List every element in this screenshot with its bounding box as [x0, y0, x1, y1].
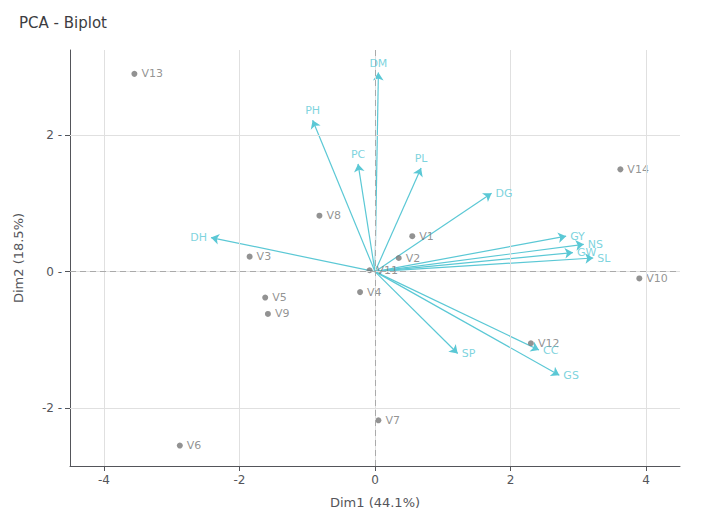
svg-text:V8: V8: [326, 209, 341, 222]
svg-text:0 -: 0 -: [46, 265, 62, 279]
svg-text:CC: CC: [543, 344, 559, 357]
svg-text:V5: V5: [272, 291, 287, 304]
svg-text:DM: DM: [369, 57, 387, 70]
svg-text:GY: GY: [570, 230, 585, 243]
svg-text:2 -: 2 -: [46, 128, 62, 142]
svg-text:4: 4: [642, 473, 650, 487]
svg-text:PH: PH: [305, 104, 320, 117]
svg-text:-2: -2: [233, 473, 245, 487]
svg-text:DH: DH: [190, 231, 207, 244]
svg-text:V1: V1: [419, 230, 434, 243]
svg-text:V4: V4: [367, 286, 382, 299]
svg-text:V13: V13: [141, 67, 163, 80]
svg-text:2: 2: [507, 473, 515, 487]
svg-text:V6: V6: [187, 439, 202, 452]
svg-text:Dim1 (44.1%): Dim1 (44.1%): [330, 495, 420, 510]
svg-text:PCA - Biplot: PCA - Biplot: [19, 14, 107, 32]
svg-text:V3: V3: [257, 250, 272, 263]
svg-text:GW: GW: [577, 246, 597, 259]
svg-text:V11: V11: [377, 264, 399, 277]
svg-text:-4: -4: [98, 473, 110, 487]
svg-text:V9: V9: [275, 307, 290, 320]
svg-text:SP: SP: [462, 347, 476, 360]
svg-text:NS: NS: [587, 237, 603, 251]
svg-text:SL: SL: [597, 252, 611, 265]
svg-text:GS: GS: [563, 369, 579, 382]
svg-text:-2 -: -2 -: [42, 401, 62, 415]
svg-text:V14: V14: [627, 163, 649, 176]
svg-text:PL: PL: [415, 152, 429, 165]
svg-text:DG: DG: [496, 187, 513, 200]
svg-text:V7: V7: [385, 414, 400, 427]
svg-text:0: 0: [371, 473, 379, 487]
svg-text:PC: PC: [351, 148, 366, 161]
svg-text:V10: V10: [646, 272, 668, 285]
svg-text:V2: V2: [406, 252, 421, 265]
svg-text:Dim2 (18.5%): Dim2 (18.5%): [11, 213, 26, 303]
